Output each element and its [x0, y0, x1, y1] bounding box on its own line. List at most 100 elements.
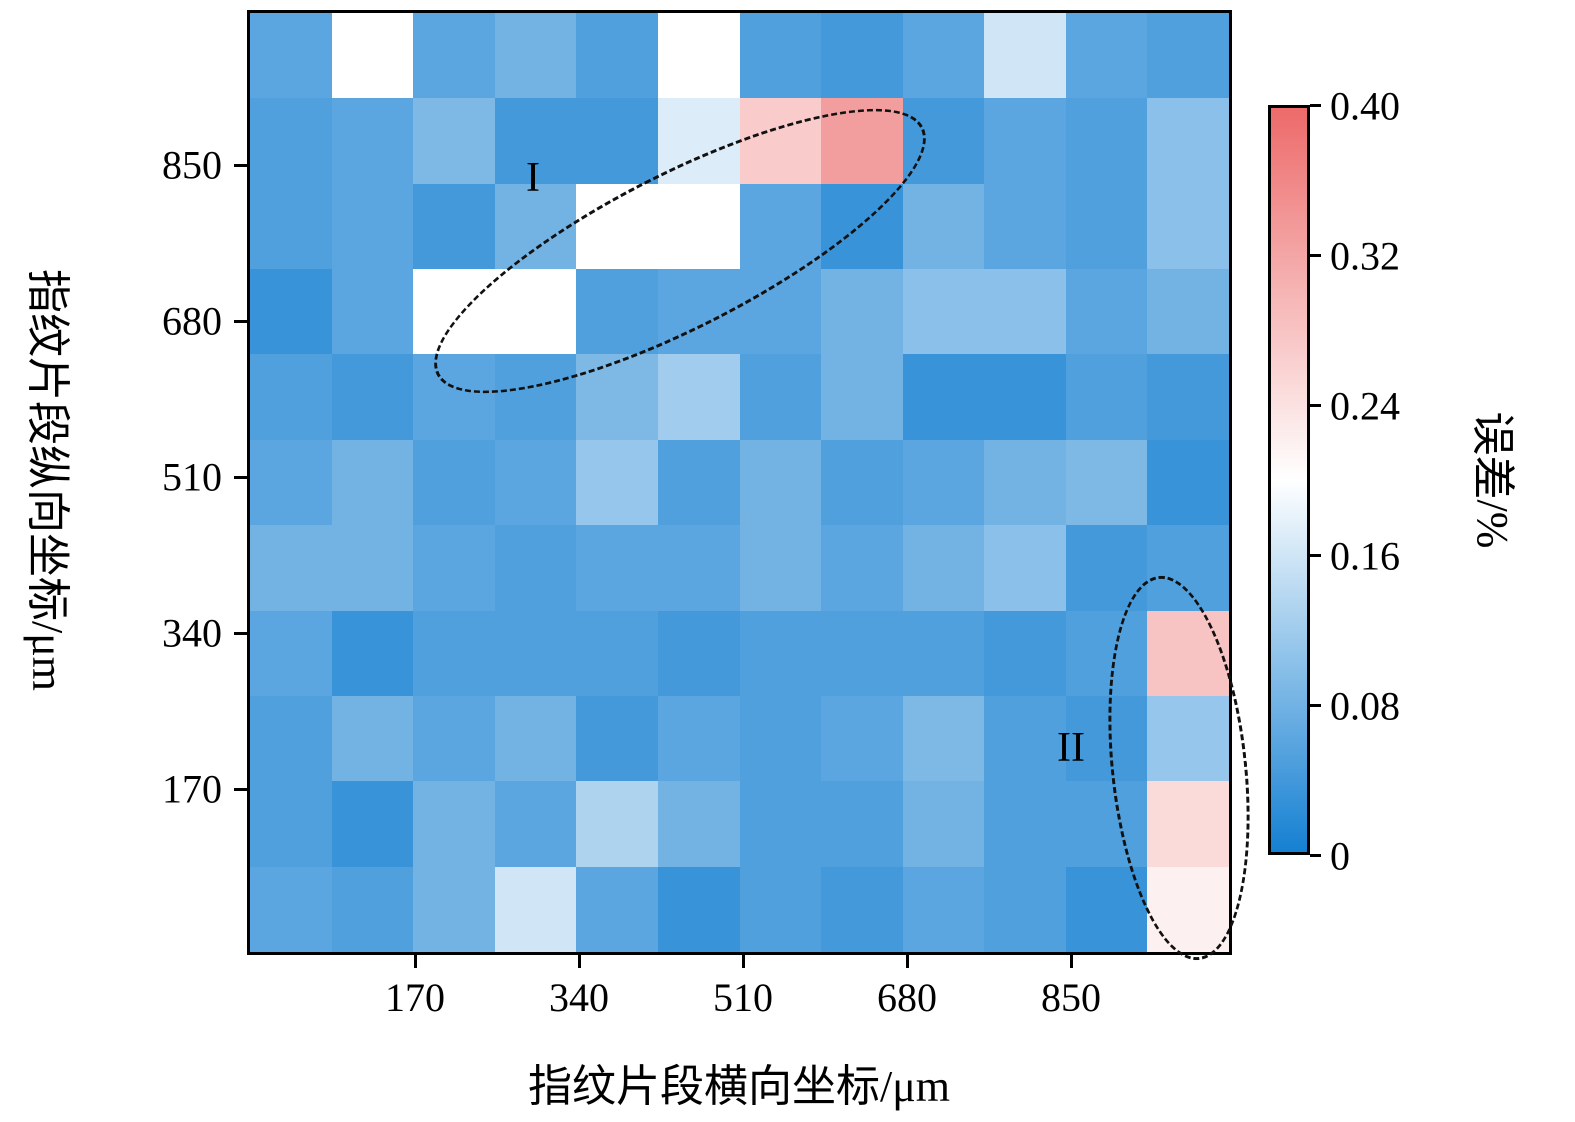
x-tick-label: 170 [385, 975, 445, 1020]
heatmap-cell [657, 610, 740, 696]
heatmap-cell [494, 866, 577, 952]
heatmap-cell [902, 525, 985, 611]
x-tick-mark [414, 955, 417, 968]
colorbar-tick-mark [1310, 854, 1321, 857]
x-tick-mark [906, 955, 909, 968]
heatmap-cell [821, 183, 903, 270]
heatmap-cell [984, 439, 1066, 526]
colorbar-tick-mark [1310, 104, 1321, 107]
heatmap-cell [739, 269, 822, 355]
heatmap-cell [902, 354, 985, 440]
heatmap-grid [250, 13, 1229, 952]
x-tick-label: 680 [877, 975, 937, 1020]
heatmap-cell [250, 781, 332, 867]
y-tick-mark [234, 320, 247, 323]
y-tick-mark [234, 164, 247, 167]
heatmap-cell [1065, 439, 1148, 526]
heatmap-cell [494, 439, 577, 526]
heatmap-cell [739, 866, 822, 952]
heatmap-cell [984, 610, 1066, 696]
heatmap-cell [902, 98, 985, 184]
heatmap-cell [1147, 610, 1229, 696]
heatmap-cell [250, 610, 332, 696]
heatmap-cell [576, 781, 658, 867]
heatmap-cell [657, 98, 740, 184]
y-tick-mark [234, 632, 247, 635]
x-tick-mark [742, 955, 745, 968]
x-tick-mark [578, 955, 581, 968]
heatmap-cell [821, 98, 903, 184]
heatmap-cell [984, 525, 1066, 611]
y-tick-mark [234, 476, 247, 479]
y-tick-label: 340 [162, 610, 222, 656]
heatmap-cell [250, 439, 332, 526]
heatmap-cell [739, 13, 822, 99]
heatmap-cell [739, 610, 822, 696]
heatmap-cell [902, 866, 985, 952]
heatmap-cell [821, 13, 903, 99]
heatmap-cell [984, 183, 1066, 270]
heatmap-cell [494, 695, 577, 782]
heatmap-cell [1065, 610, 1148, 696]
heatmap-cell [250, 354, 332, 440]
heatmap-cell [576, 866, 658, 952]
heatmap-cell [821, 354, 903, 440]
heatmap-cell [576, 269, 658, 355]
heatmap-cell [902, 183, 985, 270]
heatmap-cell [494, 354, 577, 440]
heatmap-cell [739, 98, 822, 184]
heatmap-cell [1065, 183, 1148, 270]
colorbar-tick-label: 0.24 [1330, 383, 1400, 429]
heatmap-cell [821, 610, 903, 696]
heatmap-cell [494, 610, 577, 696]
heatmap-cell [1065, 866, 1148, 952]
heatmap-cell [1147, 269, 1229, 355]
x-axis-title: 指纹片段横向坐标/μm [527, 1062, 951, 1111]
heatmap-cell [1147, 695, 1229, 782]
x-tick-label: 340 [549, 975, 609, 1020]
heatmap-cell [984, 354, 1066, 440]
heatmap-cell [413, 781, 495, 867]
heatmap-cell [902, 269, 985, 355]
heatmap-cell [494, 98, 577, 184]
y-tick-label: 850 [162, 142, 222, 188]
heatmap-cell [821, 695, 903, 782]
heatmap-cell [1147, 13, 1229, 99]
heatmap-cell [1065, 269, 1148, 355]
heatmap-cell [902, 781, 985, 867]
heatmap-cell [576, 354, 658, 440]
heatmap-cell [331, 525, 414, 611]
heatmap-cell [413, 354, 495, 440]
annotation-label-1: I [526, 155, 540, 201]
heatmap-cell [657, 13, 740, 99]
heatmap-cell [413, 610, 495, 696]
heatmap-cell [494, 781, 577, 867]
heatmap-cell [1147, 354, 1229, 440]
y-tick-mark [234, 788, 247, 791]
heatmap-cell [250, 695, 332, 782]
colorbar-tick-mark [1310, 254, 1321, 257]
heatmap-cell [576, 610, 658, 696]
heatmap-cell [331, 269, 414, 355]
heatmap-cell [821, 525, 903, 611]
heatmap-cell [657, 354, 740, 440]
heatmap-cell [821, 866, 903, 952]
heatmap-cell [821, 439, 903, 526]
colorbar-tick-mark [1310, 554, 1321, 557]
heatmap-cell [739, 695, 822, 782]
heatmap-cell [331, 695, 414, 782]
x-tick-mark [1070, 955, 1073, 968]
heatmap-cell [657, 781, 740, 867]
heatmap-cell [331, 866, 414, 952]
heatmap-cell [413, 269, 495, 355]
heatmap-cell [821, 269, 903, 355]
heatmap-cell [331, 439, 414, 526]
colorbar-tick-label: 0.16 [1330, 533, 1400, 579]
heatmap-cell [739, 525, 822, 611]
heatmap-cell [413, 866, 495, 952]
heatmap-cell [902, 439, 985, 526]
y-tick-label: 170 [162, 766, 222, 812]
heatmap-cell [657, 183, 740, 270]
colorbar-title: 误差/% [1468, 411, 1517, 549]
heatmap-cell [576, 525, 658, 611]
